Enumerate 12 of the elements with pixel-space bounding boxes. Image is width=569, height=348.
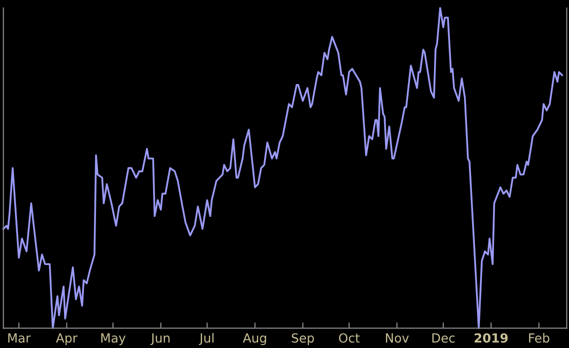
x-tick-label: Jul: [198, 333, 214, 346]
x-tick-label: Oct: [339, 333, 360, 343]
x-tick-label: Apr: [56, 333, 78, 346]
x-tick-label: Nov: [386, 333, 409, 343]
x-tick-label: Mar: [8, 333, 31, 343]
x-tick-label: 2019: [474, 333, 508, 343]
x-tick-label: Dec: [432, 333, 455, 343]
x-tick-label: Feb: [529, 333, 550, 343]
x-tick-label: Aug: [242, 333, 266, 346]
x-tick-label: May: [101, 333, 126, 346]
x-tick-label: Sep: [292, 333, 314, 346]
x-tick-label: Jun: [150, 333, 170, 346]
